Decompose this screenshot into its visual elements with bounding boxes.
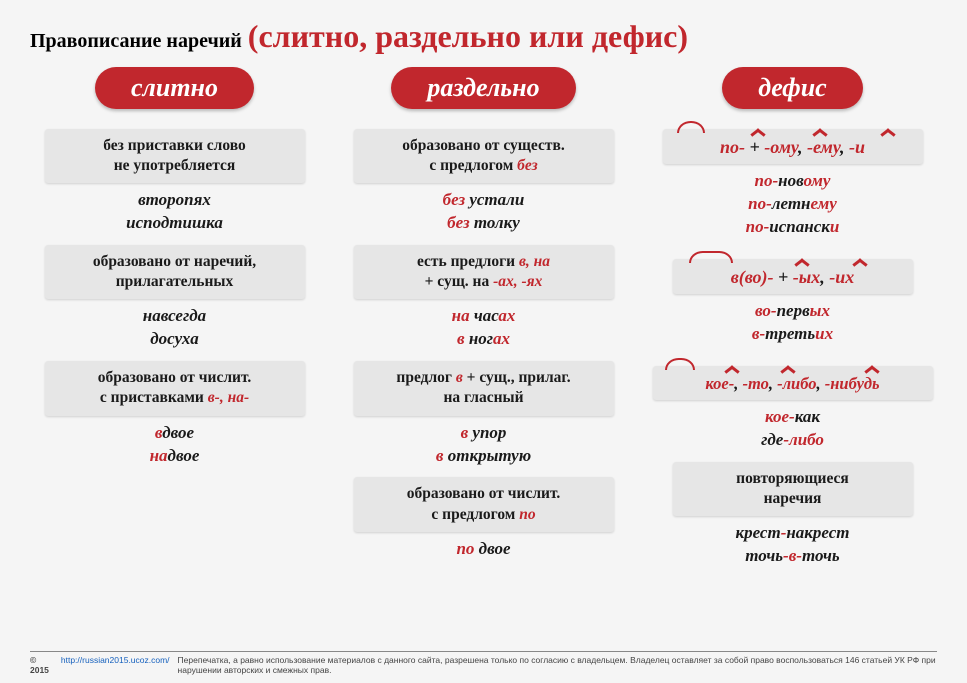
page-title: Правописание наречий (слитно, раздельно … (30, 18, 937, 55)
morpheme-chevron (793, 252, 811, 262)
morpheme-chevron (879, 122, 897, 132)
pill-defis: дефис (722, 67, 862, 109)
examples: без усталибез толку (443, 189, 525, 235)
rule-box: без приставки словоне употребляется (45, 129, 305, 183)
morpheme-chevron (723, 359, 741, 369)
examples: во-первыхв-третьих (752, 300, 833, 346)
examples: на часахв ногах (452, 305, 516, 351)
rule-box: предлог в + сущ., прилаг.на гласный (354, 361, 614, 415)
rule-box: образовано от наречий,прилагательных (45, 245, 305, 299)
title-prefix: Правописание наречий (30, 30, 242, 53)
examples: второпяхисподтишка (126, 189, 223, 235)
examples: крест-накрестточь-в-точь (735, 522, 849, 568)
examples: по-новомупо-летнемупо-испански (746, 170, 840, 239)
pattern-box: в(во)- + -ых, -их (673, 259, 913, 294)
morpheme-arc (677, 121, 705, 133)
examples: по двое (456, 538, 510, 561)
pattern-text: кое-, -то, -либо, -нибудь (705, 374, 879, 393)
pattern-text: по- + -ому, -ему, -и (720, 137, 865, 157)
morpheme-chevron (863, 359, 881, 369)
footer-text: Перепечатка, а равно использование матер… (178, 655, 937, 675)
pill-slitno: слитно (95, 67, 254, 109)
pill-razdelno: раздельно (391, 67, 575, 109)
columns-wrap: слитно без приставки словоне употребляет… (30, 67, 937, 570)
column-defis: дефис по- + -ому, -ему, -и по-новомупо-л… (648, 67, 937, 570)
morpheme-chevron (851, 252, 869, 262)
rule-box: повторяющиесянаречия (673, 462, 913, 516)
pattern-text: в(во)- + -ых, -их (731, 267, 855, 287)
morpheme-chevron (811, 122, 829, 132)
examples: вдвоенадвое (150, 422, 200, 468)
pattern-box: по- + -ому, -ему, -и (663, 129, 923, 164)
rule-box: образовано от числит.с приставками в-, н… (45, 361, 305, 415)
rule-box: образовано от существ.с предлогом без (354, 129, 614, 183)
morpheme-arc (665, 358, 695, 370)
examples: навсегдадосуха (143, 305, 206, 351)
footer-url: http://russian2015.ucoz.com/ (61, 655, 170, 675)
morpheme-chevron (779, 359, 797, 369)
examples: кое-какгде-либо (761, 406, 824, 452)
rule-box: образовано от числит.с предлогом по (354, 477, 614, 531)
morpheme-arc (689, 251, 733, 263)
footer-year: © 2015 (30, 655, 53, 675)
column-slitno: слитно без приставки словоне употребляет… (30, 67, 319, 570)
pattern-box: кое-, -то, -либо, -нибудь (653, 366, 933, 400)
title-paren: (слитно, раздельно или дефис) (248, 18, 688, 55)
footer: © 2015 http://russian2015.ucoz.com/ Пере… (30, 651, 937, 675)
column-razdelno: раздельно образовано от существ.с предло… (339, 67, 628, 570)
rule-box: есть предлоги в, на+ сущ. на -ах, -ях (354, 245, 614, 299)
examples: в упорв открытую (436, 422, 531, 468)
morpheme-chevron (749, 122, 767, 132)
